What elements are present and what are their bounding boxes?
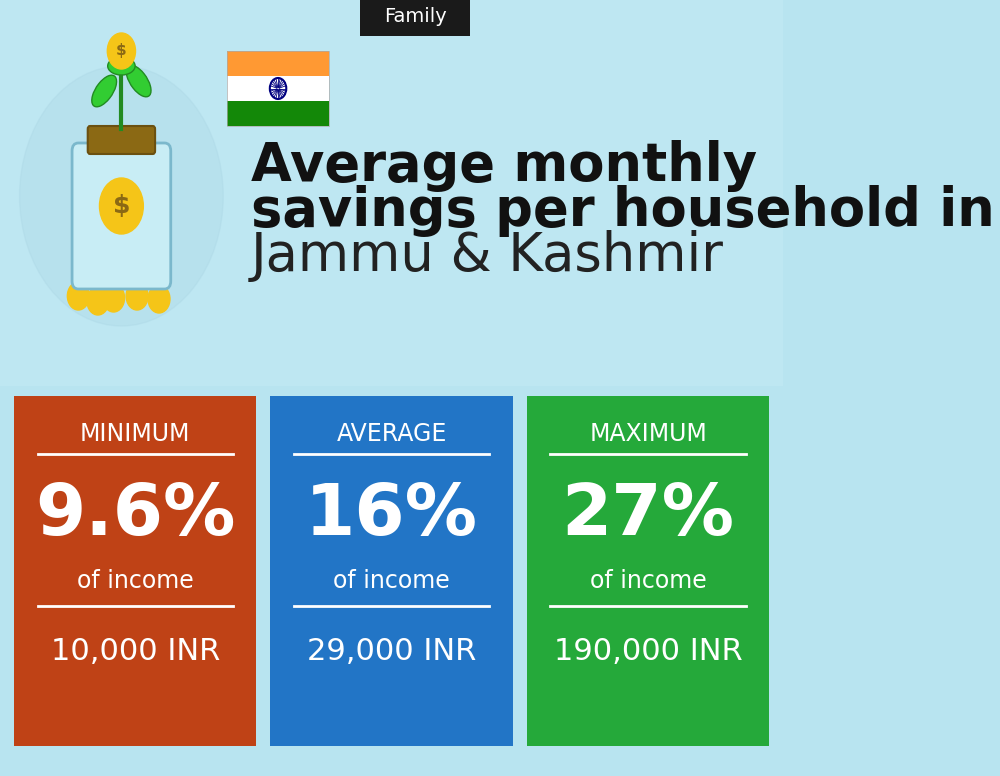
Text: of income: of income <box>333 569 450 593</box>
Circle shape <box>99 178 143 234</box>
Text: Family: Family <box>384 8 446 26</box>
Text: $: $ <box>113 194 130 218</box>
Text: Jammu & Kashmir: Jammu & Kashmir <box>251 230 724 282</box>
FancyBboxPatch shape <box>88 126 155 154</box>
Circle shape <box>103 284 125 312</box>
Text: MINIMUM: MINIMUM <box>80 422 190 446</box>
Text: MAXIMUM: MAXIMUM <box>589 422 707 446</box>
Circle shape <box>67 282 89 310</box>
FancyBboxPatch shape <box>270 396 513 746</box>
Circle shape <box>148 285 170 313</box>
Circle shape <box>126 282 148 310</box>
Text: of income: of income <box>77 569 194 593</box>
Text: 27%: 27% <box>562 481 735 550</box>
FancyBboxPatch shape <box>360 0 470 36</box>
Circle shape <box>20 66 223 326</box>
Text: of income: of income <box>590 569 706 593</box>
Circle shape <box>107 33 136 69</box>
FancyBboxPatch shape <box>14 396 256 746</box>
Text: 10,000 INR: 10,000 INR <box>51 636 220 666</box>
FancyBboxPatch shape <box>0 0 783 776</box>
Ellipse shape <box>92 75 117 107</box>
Circle shape <box>87 287 109 315</box>
FancyBboxPatch shape <box>72 143 171 289</box>
FancyBboxPatch shape <box>227 101 329 126</box>
FancyBboxPatch shape <box>0 0 783 386</box>
Text: 16%: 16% <box>305 481 478 550</box>
Ellipse shape <box>108 57 135 75</box>
Text: $: $ <box>116 43 127 58</box>
Text: 29,000 INR: 29,000 INR <box>307 636 476 666</box>
Ellipse shape <box>126 65 151 97</box>
Text: Average monthly: Average monthly <box>251 140 757 192</box>
Text: 9.6%: 9.6% <box>35 481 235 550</box>
FancyBboxPatch shape <box>227 51 329 76</box>
FancyBboxPatch shape <box>527 396 769 746</box>
Text: 190,000 INR: 190,000 INR <box>554 636 742 666</box>
FancyBboxPatch shape <box>227 76 329 101</box>
Text: savings per household in: savings per household in <box>251 185 994 237</box>
Text: AVERAGE: AVERAGE <box>336 422 447 446</box>
